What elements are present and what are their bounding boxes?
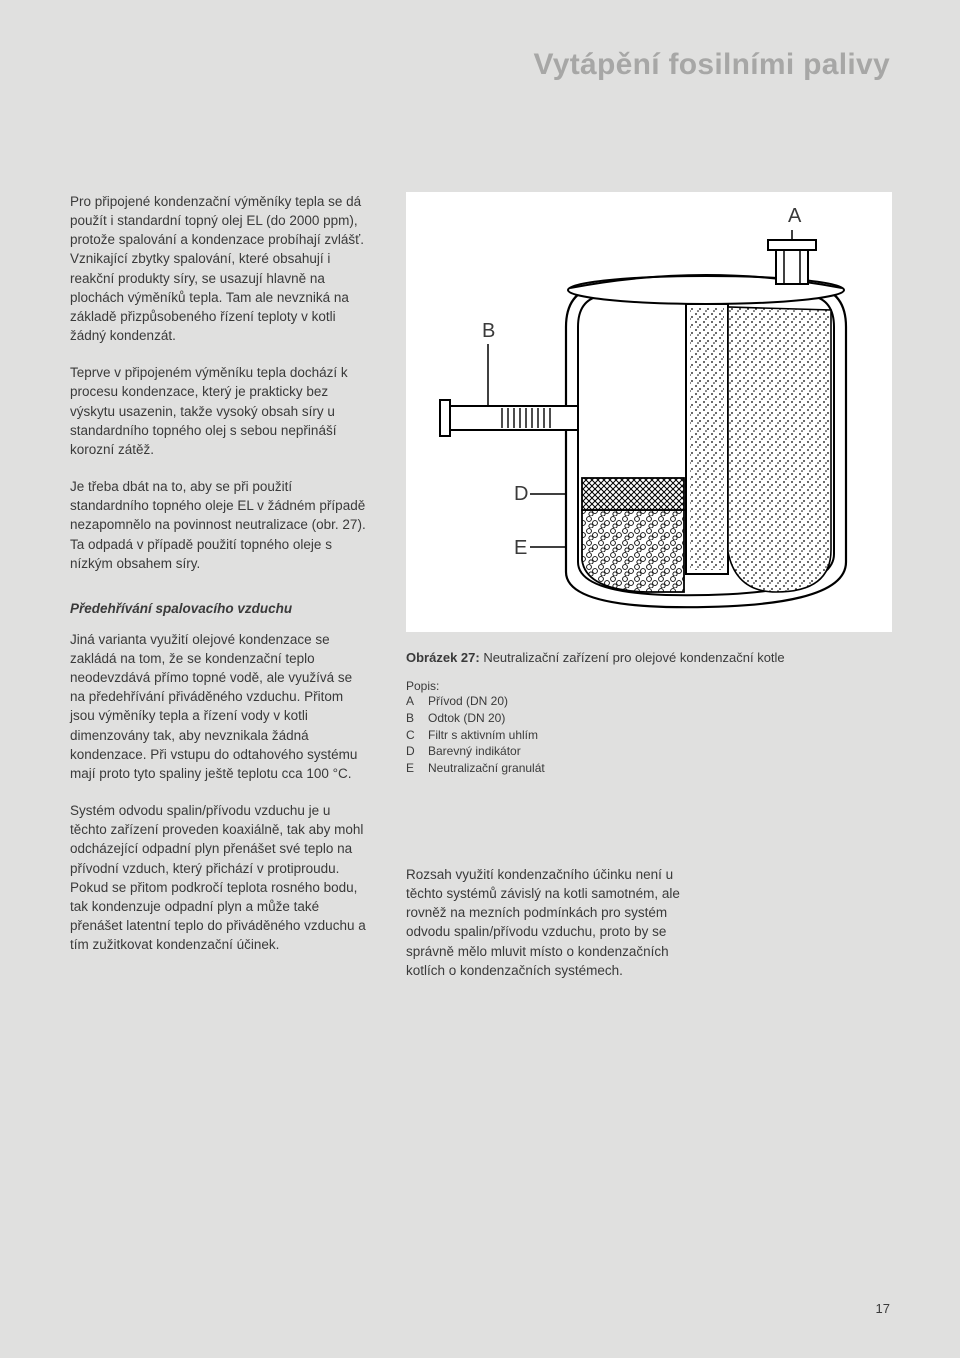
diagram-label-b: B [482,320,495,342]
paragraph: Jiná varianta využití olejové kondenzace… [70,630,370,783]
caption-text: Neutralizační zařízení pro olejové konde… [480,650,785,665]
right-column: A B C D E [406,192,892,980]
left-column: Pro připojené kondenzační výměníky tepla… [70,192,370,980]
paragraph: Systém odvodu spalin/přívodu vzduchu je … [70,801,370,954]
page: Vytápění fosilními palivy Pro připojené … [0,0,960,1358]
paragraph: Je třeba dbát na to, aby se při použití … [70,477,370,573]
legend-title: Popis: [406,679,892,693]
legend-row: APřívod (DN 20) [406,693,892,710]
legend-value: Odtok (DN 20) [428,710,505,727]
legend-key: A [406,693,428,710]
legend-value: Přívod (DN 20) [428,693,508,710]
paragraph: Rozsah využití kondenzačního účinku není… [406,865,706,980]
legend-value: Neutralizační granulát [428,760,545,777]
legend-row: ENeutralizační granulát [406,760,892,777]
diagram-label-a: A [788,205,802,227]
legend-key: D [406,743,428,760]
subheading: Předehřívání spalovacího vzduchu [70,601,370,616]
legend-row: CFiltr s aktivním uhlím [406,727,892,744]
diagram-svg: A B C D E [406,192,892,632]
caption-bold: Obrázek 27: [406,650,480,665]
page-number: 17 [876,1301,890,1316]
legend-row: BOdtok (DN 20) [406,710,892,727]
diagram-label-e: E [514,537,527,559]
diagram-label-d: D [514,483,528,505]
legend-key: B [406,710,428,727]
outlet-pipe [440,400,578,436]
paragraph: Pro připojené kondenzační výměníky tepla… [70,192,370,345]
neutralization-diagram: A B C D E [406,192,892,632]
legend-value: Barevný indikátor [428,743,521,760]
vessel-body [440,240,846,607]
legend-value: Filtr s aktivním uhlím [428,727,538,744]
legend-list: APřívod (DN 20)BOdtok (DN 20)CFiltr s ak… [406,693,892,777]
paragraph: Teprve v připojeném výměníku tepla dochá… [70,363,370,459]
content-columns: Pro připojené kondenzační výměníky tepla… [70,192,890,980]
page-title: Vytápění fosilními palivy [70,48,890,82]
figure-caption: Obrázek 27: Neutralizační zařízení pro o… [406,650,892,665]
legend-row: DBarevný indikátor [406,743,892,760]
legend-key: E [406,760,428,777]
legend-key: C [406,727,428,744]
